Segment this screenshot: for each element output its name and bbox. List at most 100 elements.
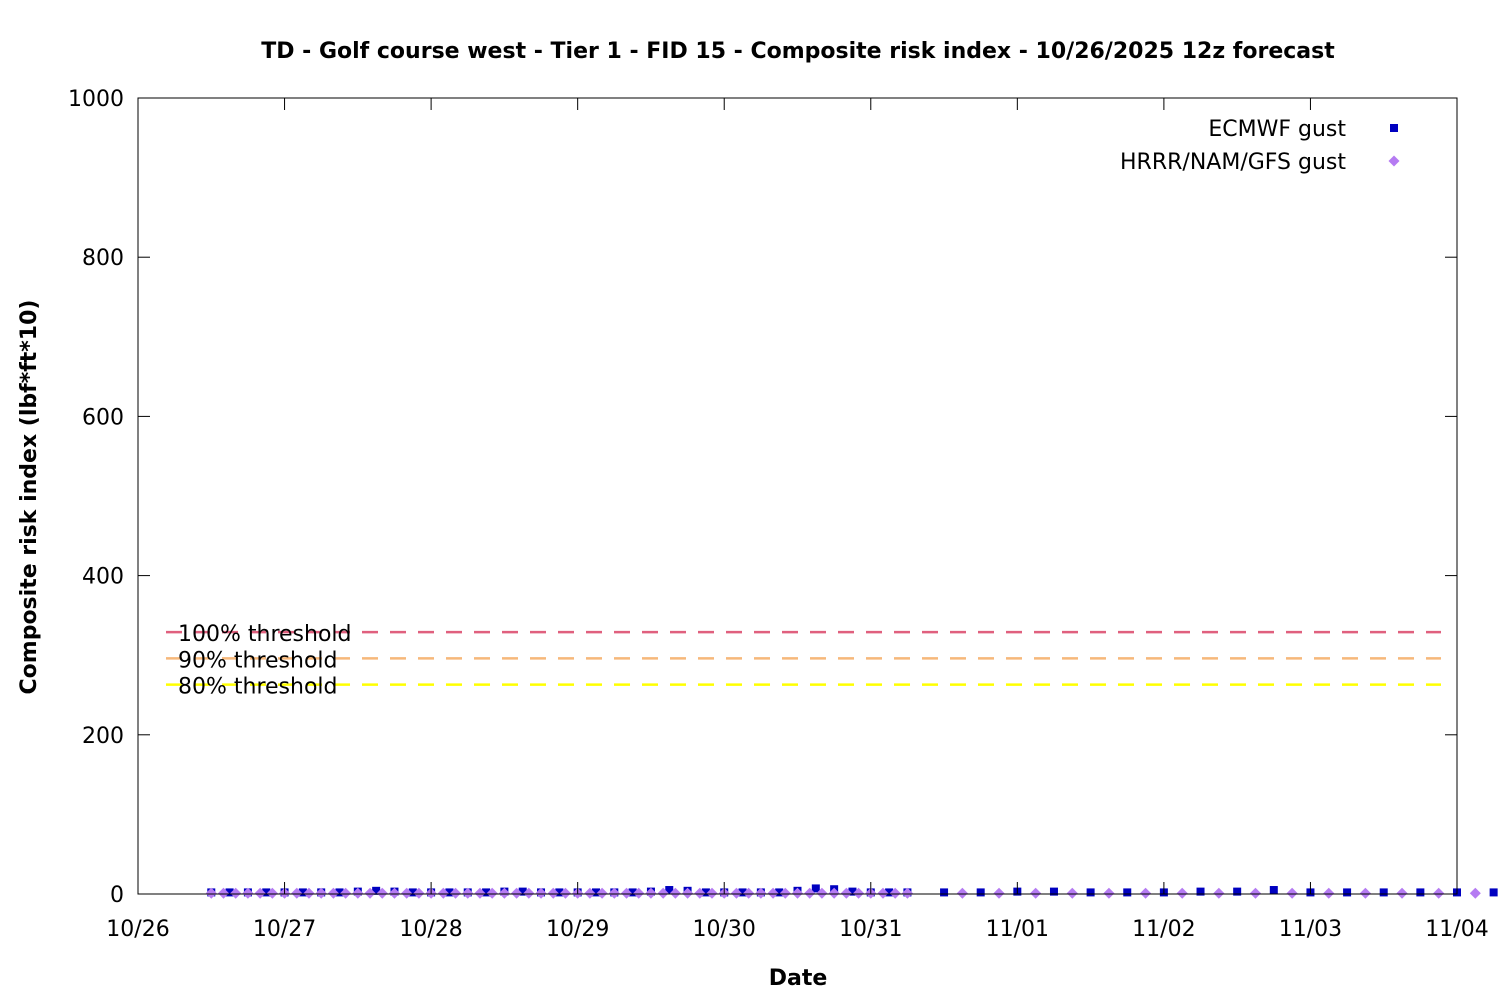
data-point bbox=[669, 887, 681, 899]
x-tick-label: 11/04 bbox=[1425, 917, 1488, 942]
y-tick-label: 800 bbox=[82, 246, 124, 271]
x-tick-label: 10/31 bbox=[839, 917, 902, 942]
legend: ECMWF gust HRRR/NAM/GFS gust bbox=[1120, 117, 1400, 175]
data-point bbox=[559, 887, 571, 899]
series-ecmwf-gust bbox=[207, 884, 1498, 897]
x-tick-label: 11/02 bbox=[1132, 917, 1195, 942]
data-point bbox=[388, 887, 400, 899]
data-point bbox=[401, 887, 413, 899]
data-point bbox=[205, 887, 217, 899]
data-point bbox=[1103, 887, 1115, 899]
data-point bbox=[1066, 887, 1078, 899]
data-point bbox=[1433, 887, 1445, 899]
data-point bbox=[1343, 888, 1352, 897]
y-tick-label: 1000 bbox=[68, 87, 124, 112]
x-tick-label: 10/29 bbox=[546, 917, 609, 942]
data-point bbox=[1323, 887, 1335, 899]
data-point bbox=[682, 887, 694, 899]
data-point bbox=[230, 887, 242, 899]
data-point bbox=[1030, 887, 1042, 899]
legend-marker bbox=[1390, 124, 1398, 132]
data-point bbox=[535, 887, 547, 899]
data-point bbox=[242, 887, 254, 899]
data-point bbox=[633, 887, 645, 899]
data-point bbox=[1396, 887, 1408, 899]
data-point bbox=[877, 887, 889, 899]
data-point bbox=[848, 887, 857, 896]
data-point bbox=[335, 888, 344, 897]
data-point bbox=[743, 887, 755, 899]
legend-marker bbox=[1388, 155, 1400, 167]
series-hrrr-nam-gfs-gust bbox=[205, 887, 1481, 899]
data-point bbox=[408, 888, 417, 897]
data-point bbox=[1416, 888, 1425, 897]
axis-ticks: 0 200 400 600 800 1000 10/26 10/27 10/28 10/29 10/… bbox=[68, 87, 1489, 942]
data-point bbox=[738, 888, 747, 897]
data-point bbox=[1233, 887, 1242, 896]
plot-frame bbox=[137, 97, 1458, 895]
data-point bbox=[804, 887, 816, 899]
threshold-label: 90% threshold bbox=[178, 648, 338, 673]
x-tick-label: 11/03 bbox=[1279, 917, 1342, 942]
data-point bbox=[889, 887, 901, 899]
data-point bbox=[694, 887, 706, 899]
data-point bbox=[523, 887, 535, 899]
y-axis-label: Composite risk index (lbf*ft*10) bbox=[17, 300, 42, 695]
data-point bbox=[437, 887, 449, 899]
data-point bbox=[1140, 887, 1152, 899]
data-point bbox=[1286, 887, 1298, 899]
data-point bbox=[730, 887, 742, 899]
data-point bbox=[340, 887, 352, 899]
data-point bbox=[767, 887, 779, 899]
data-point bbox=[993, 887, 1005, 899]
data-point bbox=[327, 887, 339, 899]
data-point bbox=[591, 888, 600, 897]
x-tick-label: 10/27 bbox=[253, 917, 316, 942]
data-point bbox=[482, 888, 491, 897]
data-point bbox=[1269, 886, 1278, 895]
data-point bbox=[1489, 888, 1498, 897]
data-point bbox=[701, 888, 710, 897]
data-point bbox=[511, 887, 523, 899]
data-point bbox=[450, 887, 462, 899]
data-point bbox=[779, 887, 791, 899]
data-point bbox=[584, 887, 596, 899]
data-point bbox=[254, 887, 266, 899]
data-point bbox=[298, 888, 307, 897]
data-point bbox=[1049, 887, 1058, 896]
data-point bbox=[445, 888, 454, 897]
data-point bbox=[665, 886, 674, 895]
data-point bbox=[608, 887, 620, 899]
data-point bbox=[1213, 887, 1225, 899]
data-point bbox=[628, 888, 637, 897]
data-point bbox=[885, 888, 894, 897]
data-point bbox=[474, 887, 486, 899]
data-points bbox=[205, 884, 1498, 899]
data-point bbox=[1176, 887, 1188, 899]
data-point bbox=[376, 887, 388, 899]
data-point bbox=[792, 887, 803, 899]
data-point bbox=[1379, 888, 1388, 897]
data-point bbox=[775, 888, 784, 897]
data-point bbox=[291, 887, 303, 899]
data-point bbox=[1469, 887, 1481, 899]
data-point bbox=[1123, 888, 1132, 897]
data-point bbox=[547, 887, 559, 899]
data-point bbox=[303, 887, 315, 899]
y-tick-label: 200 bbox=[82, 724, 124, 749]
x-tick-label: 11/01 bbox=[986, 917, 1049, 942]
data-point bbox=[976, 888, 985, 897]
x-tick-label: 10/26 bbox=[106, 917, 169, 942]
data-point bbox=[816, 887, 828, 899]
y-tick-label: 600 bbox=[82, 405, 124, 430]
data-point bbox=[940, 888, 949, 897]
data-point bbox=[364, 887, 376, 899]
x-axis-label: Date bbox=[769, 966, 828, 991]
data-point bbox=[657, 887, 669, 899]
x-tick-label: 10/28 bbox=[399, 917, 462, 942]
data-point bbox=[1359, 887, 1371, 899]
data-point bbox=[498, 887, 510, 899]
